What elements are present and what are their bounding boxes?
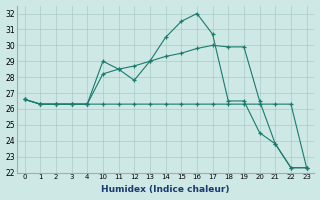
- X-axis label: Humidex (Indice chaleur): Humidex (Indice chaleur): [101, 185, 230, 194]
